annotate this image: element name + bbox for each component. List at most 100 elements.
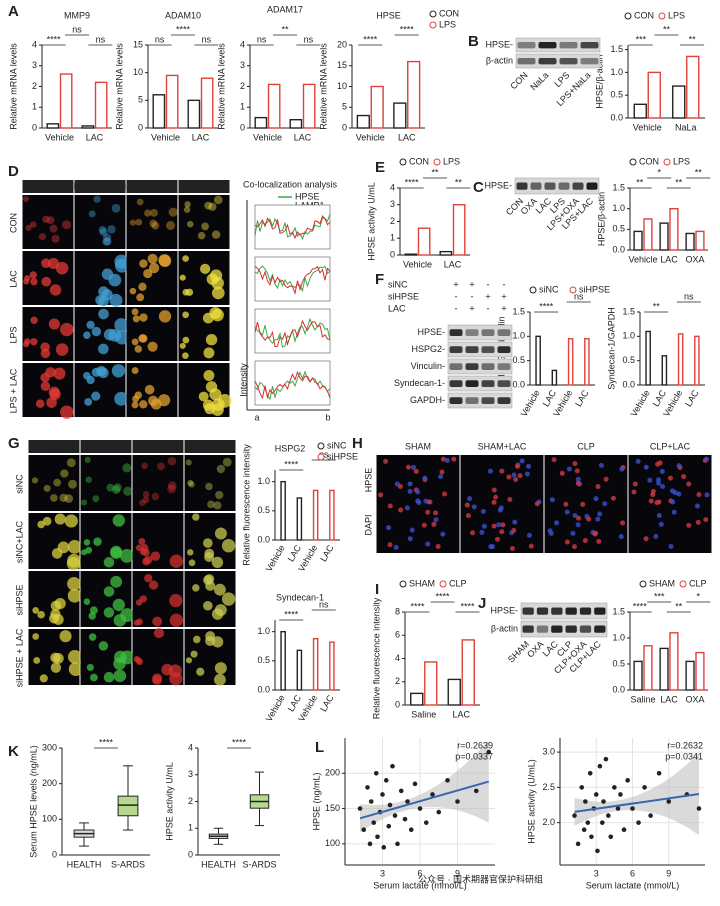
y-tick-label: 1.5 [512,306,525,316]
cell [90,606,98,615]
legend-label: CON [439,8,459,18]
blot-band [565,607,577,615]
cell [467,496,473,502]
cell [149,219,158,228]
y-axis-label: HPSE activity (U/mL) [526,759,536,844]
cell [433,517,439,523]
row-label: LAC [8,270,18,288]
x-tick-label: S-ARDS [242,859,276,869]
cell [153,627,165,639]
cell [203,370,215,381]
bar [643,645,653,691]
cell [45,367,56,378]
blot-strip [447,324,513,341]
significance: ns [574,291,584,301]
cell [643,464,649,470]
panel-label: I [375,581,379,598]
significance: ** [689,34,697,44]
y-tick-label: 1.0 [512,331,525,341]
cell [387,542,393,548]
y-tick-label: 3 [188,769,193,779]
cell [141,462,148,470]
coloc-plot [254,256,331,302]
cell [211,403,224,416]
cell [421,522,427,528]
lane-label: CON [508,70,529,91]
bar [152,94,166,129]
blot-row-label: Syndecan-1- [394,378,445,388]
legend-label: CON [409,156,429,166]
cell [427,499,433,505]
y-tick-label: 0 [138,122,143,132]
legend-marker [639,580,647,588]
point [630,806,635,811]
point [398,788,404,794]
cell [42,516,52,526]
bar [551,369,558,386]
cell [211,636,224,648]
cell [551,457,557,463]
y-tick-label: 2.0 [542,817,555,827]
blot-band [551,607,563,615]
cell [60,469,69,478]
x-tick-label: HEALTH [201,859,236,869]
significance: * [696,591,700,601]
point [386,823,392,829]
cell [41,276,52,287]
y-tick-label: 2 [395,676,400,686]
coloc-x-label: b [325,412,330,422]
cell [50,494,58,502]
cell [168,664,182,678]
bar [567,338,574,386]
y-tick-label: 2 [390,216,395,226]
blot-band [517,58,536,65]
cell [148,262,160,274]
x-tick-label: LAC [294,132,312,142]
cell [632,481,638,487]
cell [42,215,50,224]
point [696,806,702,811]
significance: ns [72,24,82,34]
cell [192,513,200,521]
blot-band [497,380,511,388]
bar [669,207,679,251]
condition-sign: - [455,291,458,301]
cell [215,490,224,500]
bar [584,338,590,386]
condition-sign: + [469,279,474,289]
point [597,763,603,769]
blot-band [522,625,534,633]
blot-band [449,329,463,337]
legend-marker [629,158,637,166]
cell [48,318,60,330]
y-tick-label: 0.0 [512,379,525,389]
bar [356,114,370,129]
column-header-bg [544,440,628,453]
x-tick-label: LAC [660,254,678,264]
cell [435,543,441,549]
cell [67,649,82,664]
blot-band [465,397,479,405]
y-tick-label: 0.5 [612,224,625,234]
y-tick-label: 0.0 [622,379,635,389]
y-tick-label: 2 [188,796,193,806]
cell [110,575,123,588]
cell [53,478,62,487]
significance: ** [431,167,439,177]
column-header: SHAM [405,441,431,451]
significance: **** [363,34,378,44]
blot-row-label: HPSE- [485,39,513,49]
cell [198,391,209,402]
point [390,763,395,769]
cell [59,630,72,643]
point [656,770,662,776]
cell [595,484,601,490]
cell [465,513,471,519]
cell [192,635,201,644]
cell [167,456,177,466]
cell [570,530,576,536]
cell [694,503,700,509]
cell [660,483,666,489]
blot-row-label: HPSE- [417,327,445,337]
